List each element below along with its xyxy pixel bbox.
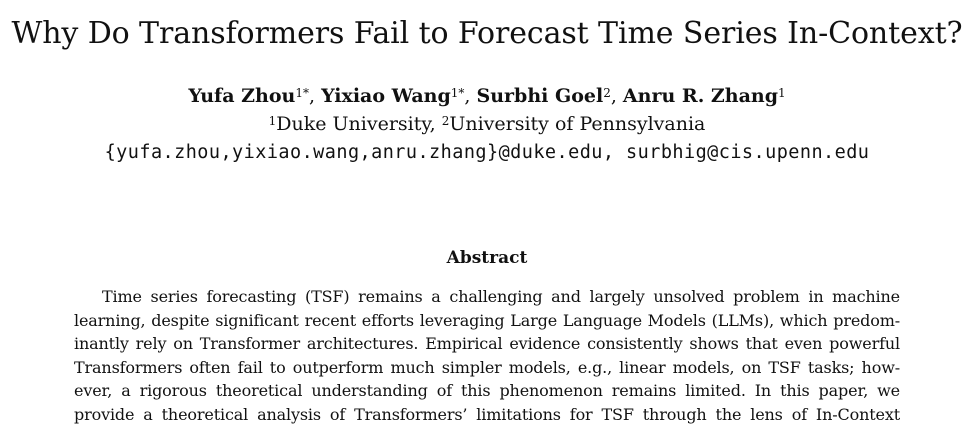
abstract-heading: Abstract — [446, 248, 528, 268]
abstract-line: provide a theoretical analysis of Transf… — [74, 404, 900, 424]
author-affiliation-marker: 1* — [295, 86, 309, 100]
abstract-line: inantly rely on Transformer architecture… — [74, 334, 900, 353]
author-name: Surbhi Goel — [476, 85, 604, 107]
author-name: Yufa Zhou — [188, 85, 296, 107]
affiliation-marker: 1 — [268, 114, 277, 128]
author-affiliation-marker: 1* — [450, 86, 465, 100]
affiliation-name: Duke University — [276, 113, 430, 135]
author-emails: {yufa.zhou,yixiao.wang,anru.zhang}@duke.… — [104, 142, 870, 163]
abstract-line: Time series forecasting (TSF) remains a … — [102, 287, 900, 306]
abstract-text: Time series forecasting (TSF) remains a … — [74, 285, 900, 426]
author-name: Anru R. Zhang — [622, 85, 779, 107]
affiliation-marker: 2 — [441, 114, 450, 128]
author-affiliation-marker: 1 — [778, 86, 786, 100]
abstract-line: ever, a rigorous theoretical understandi… — [74, 381, 900, 400]
author-list: Yufa Zhou1*, Yixiao Wang1*, Surbhi Goel2… — [188, 85, 786, 107]
affiliation-name: University of Pennsylvania — [449, 113, 706, 135]
affiliation-list: 1Duke University, 2University of Pennsyl… — [268, 113, 706, 135]
abstract-line: Transformers often fail to outperform mu… — [74, 357, 900, 377]
author-name: Yixiao Wang — [321, 85, 451, 107]
author-affiliation-marker: 2 — [603, 86, 611, 100]
abstract-line: learning, despite significant recent eff… — [74, 310, 900, 330]
paper-title: Why Do Transformers Fail to Forecast Tim… — [11, 16, 963, 51]
